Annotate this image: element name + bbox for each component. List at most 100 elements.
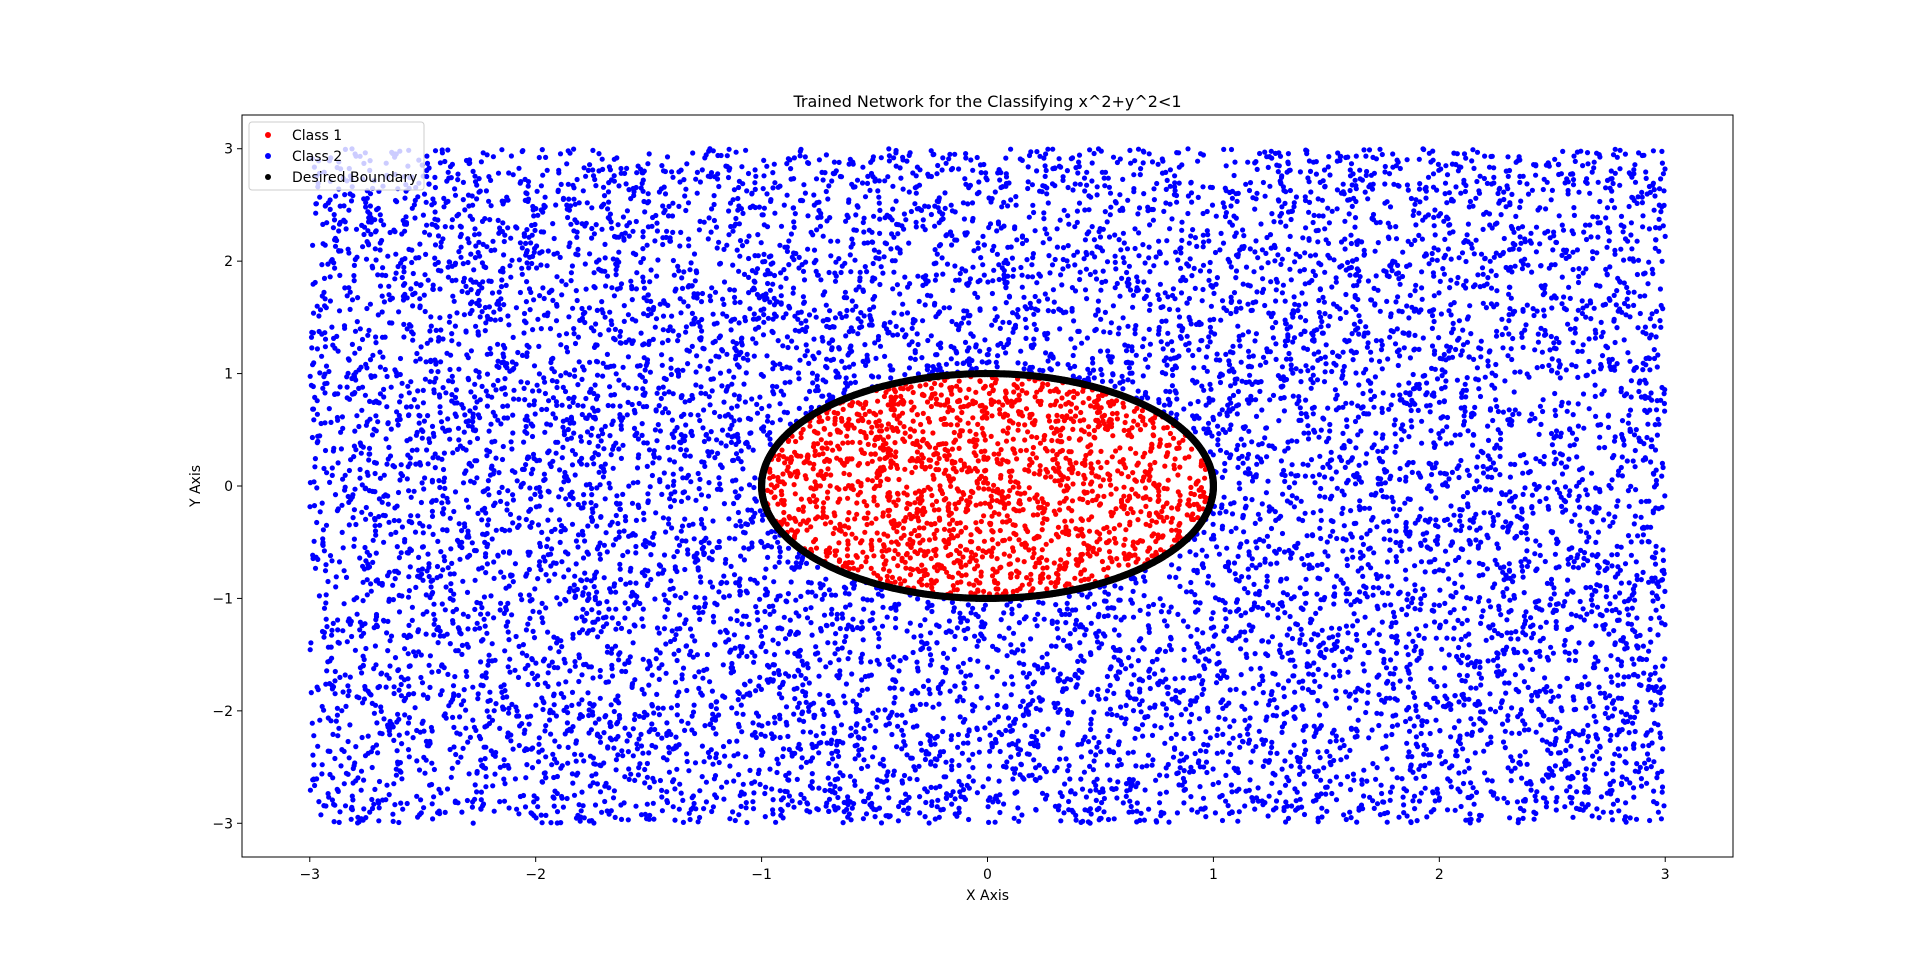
class-2-point — [1604, 705, 1610, 711]
class-2-point — [1453, 589, 1459, 596]
class-2-point — [606, 199, 612, 205]
class-2-point — [1405, 238, 1411, 244]
class-2-point — [771, 295, 777, 301]
class-2-point — [1102, 183, 1108, 189]
class-2-point — [398, 800, 404, 806]
class-2-point — [1062, 781, 1068, 787]
class-2-point — [1327, 421, 1333, 428]
class-2-point — [1073, 817, 1079, 823]
class-2-point — [1214, 275, 1220, 281]
class-2-point — [930, 152, 936, 158]
class-2-point — [445, 671, 451, 678]
class-2-point — [1323, 361, 1329, 367]
class-2-point — [1461, 702, 1467, 708]
class-2-point — [990, 278, 996, 284]
class-2-point — [1142, 787, 1148, 793]
class-2-point — [359, 336, 366, 343]
class-2-point — [1619, 774, 1625, 780]
class-2-point — [1167, 389, 1173, 395]
class-2-point — [1501, 795, 1507, 801]
class-2-point — [1538, 722, 1544, 728]
class-2-point — [523, 462, 529, 468]
class-2-point — [387, 638, 393, 644]
class-2-point — [507, 527, 513, 533]
class-2-point — [1278, 458, 1284, 464]
class-2-point — [575, 501, 581, 508]
class-2-point — [613, 767, 619, 773]
class-2-point — [1206, 334, 1212, 340]
class-2-point — [1329, 476, 1335, 482]
class-2-point — [1462, 769, 1468, 775]
class-2-point — [709, 206, 715, 212]
class-2-point — [1275, 169, 1281, 175]
class-2-point — [1575, 401, 1581, 407]
class-2-point — [929, 657, 935, 663]
class-2-point — [439, 500, 445, 506]
class-2-point — [344, 384, 350, 390]
class-2-point — [1135, 146, 1142, 152]
class-2-point — [1618, 544, 1624, 550]
class-2-point — [1516, 154, 1522, 160]
class-2-point — [509, 612, 515, 618]
class-2-point — [538, 326, 544, 332]
class-2-point — [1200, 184, 1206, 190]
class-2-point — [1564, 788, 1570, 794]
class-2-point — [731, 572, 738, 578]
class-2-point — [1105, 816, 1112, 823]
class-2-point — [822, 289, 828, 295]
class-2-point — [1660, 557, 1666, 564]
class-2-point — [1572, 512, 1578, 518]
class-2-point — [1294, 495, 1300, 501]
class-2-point — [903, 655, 909, 661]
class-2-point — [1628, 232, 1634, 238]
class-2-point — [1345, 259, 1351, 266]
class-2-point — [1592, 393, 1598, 399]
class-2-point — [372, 786, 378, 793]
class-2-point — [1147, 685, 1153, 692]
class-2-point — [1100, 789, 1106, 795]
class-2-point — [423, 199, 429, 205]
class-2-point — [770, 281, 776, 287]
class-2-point — [438, 244, 444, 250]
class-2-point — [1221, 494, 1227, 500]
class-2-point — [1429, 250, 1435, 257]
class-2-point — [1242, 717, 1248, 723]
class-2-point — [940, 155, 946, 161]
class-2-point — [1203, 656, 1209, 662]
class-2-point — [1344, 417, 1350, 423]
class-2-point — [499, 198, 505, 204]
class-2-point — [342, 285, 348, 291]
class-2-point — [1391, 671, 1397, 677]
class-2-point — [373, 662, 379, 668]
class-2-point — [572, 751, 578, 757]
class-2-point — [708, 429, 714, 435]
class-2-point — [1086, 193, 1092, 199]
class-2-point — [373, 550, 379, 556]
class-2-point — [858, 310, 864, 316]
class-2-point — [1089, 224, 1095, 230]
class-2-point — [1282, 343, 1288, 349]
class-2-point — [857, 692, 863, 698]
class-2-point — [1037, 775, 1043, 781]
class-2-point — [1031, 679, 1037, 685]
class-2-point — [1006, 294, 1013, 300]
class-2-point — [449, 217, 455, 223]
class-2-point — [1373, 273, 1379, 279]
class-2-point — [776, 671, 782, 678]
class-2-point — [1576, 273, 1582, 280]
class-2-point — [1132, 226, 1138, 232]
class-2-point — [1530, 510, 1536, 516]
class-2-point — [621, 800, 627, 806]
class-2-point — [1406, 631, 1412, 637]
class-2-point — [536, 484, 542, 491]
class-2-point — [1262, 302, 1268, 309]
class-2-point — [359, 509, 365, 515]
class-2-point — [697, 814, 703, 821]
class-2-point — [1558, 766, 1565, 772]
class-2-point — [1289, 635, 1296, 642]
class-2-point — [742, 399, 749, 405]
class-2-point — [1477, 659, 1483, 665]
class-2-point — [1347, 747, 1353, 754]
class-2-point — [1456, 318, 1462, 324]
class-2-point — [875, 188, 881, 194]
